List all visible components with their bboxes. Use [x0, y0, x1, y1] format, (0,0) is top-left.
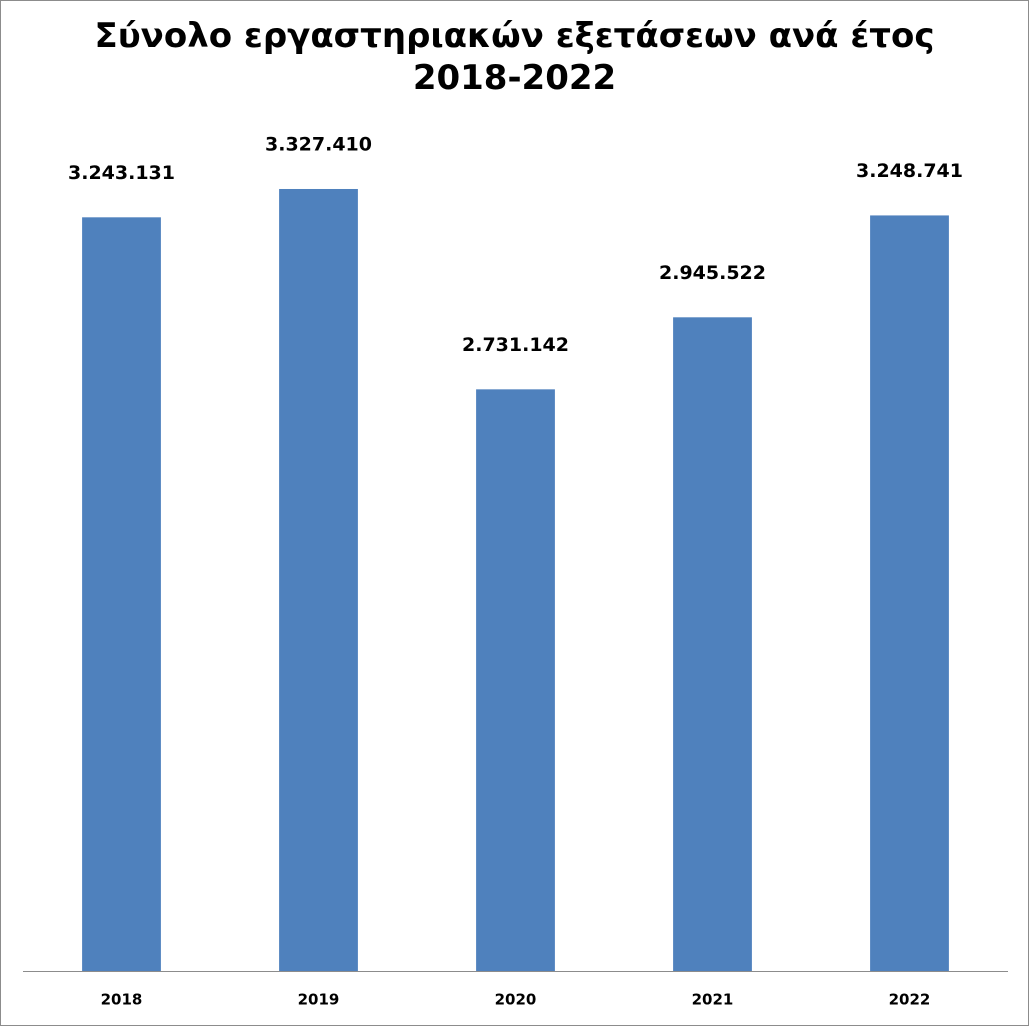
value-label: 3.248.741 — [856, 160, 963, 182]
bar — [870, 215, 949, 971]
x-tick-label: 2022 — [889, 991, 931, 1009]
value-label: 2.731.142 — [462, 334, 569, 356]
value-label: 2.945.522 — [659, 262, 766, 284]
bar — [82, 217, 161, 971]
bar — [279, 188, 358, 971]
value-label: 3.243.131 — [68, 162, 175, 184]
bar — [673, 317, 752, 972]
chart-title: Σύνολο εργαστηριακών εξετάσεων ανά έτος … — [94, 16, 935, 98]
x-tick-label: 2020 — [495, 991, 537, 1009]
x-tick-label: 2018 — [101, 991, 143, 1009]
bar — [476, 389, 555, 971]
x-tick-label: 2021 — [692, 991, 734, 1009]
x-tick-label: 2019 — [298, 991, 340, 1009]
value-label: 3.327.410 — [265, 133, 372, 155]
